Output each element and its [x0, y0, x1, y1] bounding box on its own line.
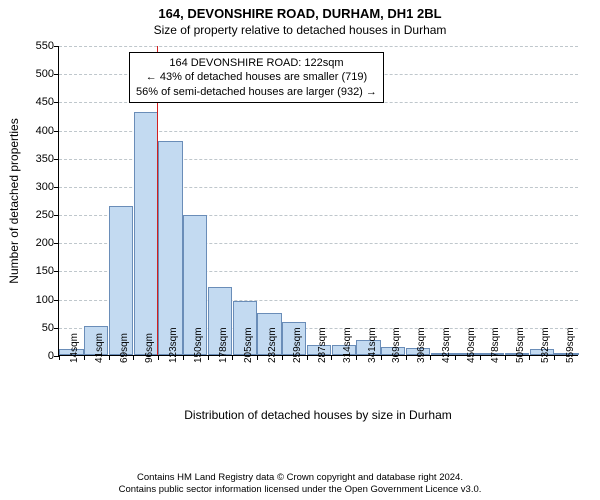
x-tick-label: 423sqm: [441, 327, 452, 363]
x-tick-mark: [232, 355, 233, 360]
x-tick-label: 205sqm: [243, 327, 254, 363]
histogram-bar: [158, 141, 182, 355]
y-tick-mark: [54, 46, 59, 47]
footer-line1: Contains HM Land Registry data © Crown c…: [0, 472, 600, 484]
x-tick-label: 369sqm: [391, 327, 402, 363]
annotation-line2: ← 43% of detached houses are smaller (71…: [136, 70, 377, 84]
gridline-h: [59, 46, 578, 47]
x-tick-mark: [356, 355, 357, 360]
x-tick-mark: [208, 355, 209, 360]
x-tick-mark: [406, 355, 407, 360]
x-tick-label: 96sqm: [144, 333, 155, 363]
y-tick-label: 400: [36, 125, 54, 137]
x-tick-label: 259sqm: [292, 327, 303, 363]
y-tick-label: 250: [36, 209, 54, 221]
y-tick-label: 550: [36, 40, 54, 52]
x-tick-label: 287sqm: [317, 327, 328, 363]
x-tick-mark: [505, 355, 506, 360]
y-tick-mark: [54, 187, 59, 188]
x-tick-mark: [282, 355, 283, 360]
page-title-sub: Size of property relative to detached ho…: [0, 21, 600, 37]
x-tick-label: 314sqm: [342, 327, 353, 363]
annotation-box: 164 DEVONSHIRE ROAD: 122sqm ← 43% of det…: [129, 52, 384, 103]
x-tick-mark: [554, 355, 555, 360]
y-tick-label: 200: [36, 237, 54, 249]
y-tick-label: 300: [36, 181, 54, 193]
x-tick-mark: [183, 355, 184, 360]
y-tick-mark: [54, 271, 59, 272]
page-title-main: 164, DEVONSHIRE ROAD, DURHAM, DH1 2BL: [0, 0, 600, 21]
y-tick-mark: [54, 102, 59, 103]
plot-area: 05010015020025030035040045050055014sqm41…: [58, 46, 578, 356]
x-tick-mark: [480, 355, 481, 360]
x-tick-mark: [158, 355, 159, 360]
y-tick-label: 50: [42, 322, 54, 334]
x-tick-mark: [455, 355, 456, 360]
y-tick-label: 100: [36, 294, 54, 306]
chart-container: Number of detached properties 0501001502…: [0, 38, 600, 438]
x-tick-label: 69sqm: [119, 333, 130, 363]
x-tick-label: 341sqm: [367, 327, 378, 363]
y-axis-title: Number of detached properties: [7, 118, 21, 283]
x-tick-mark: [257, 355, 258, 360]
y-tick-label: 350: [36, 153, 54, 165]
x-tick-mark: [430, 355, 431, 360]
x-tick-mark: [529, 355, 530, 360]
y-tick-label: 450: [36, 96, 54, 108]
x-tick-label: 41sqm: [94, 333, 105, 363]
x-tick-label: 123sqm: [168, 327, 179, 363]
y-tick-label: 0: [48, 350, 54, 362]
x-tick-mark: [381, 355, 382, 360]
y-tick-mark: [54, 300, 59, 301]
y-tick-mark: [54, 215, 59, 216]
y-tick-mark: [54, 74, 59, 75]
y-tick-mark: [54, 243, 59, 244]
x-tick-label: 14sqm: [69, 333, 80, 363]
x-tick-mark: [59, 355, 60, 360]
y-tick-label: 500: [36, 68, 54, 80]
annotation-line3: 56% of semi-detached houses are larger (…: [136, 85, 377, 99]
x-tick-label: 396sqm: [416, 327, 427, 363]
x-axis-title: Distribution of detached houses by size …: [184, 408, 451, 422]
x-tick-label: 532sqm: [540, 327, 551, 363]
annotation-line1: 164 DEVONSHIRE ROAD: 122sqm: [136, 56, 377, 70]
x-tick-label: 478sqm: [490, 327, 501, 363]
x-tick-mark: [307, 355, 308, 360]
footer-line2: Contains public sector information licen…: [0, 484, 600, 496]
histogram-bar: [134, 112, 158, 355]
x-tick-label: 450sqm: [466, 327, 477, 363]
x-tick-mark: [133, 355, 134, 360]
footer-attribution: Contains HM Land Registry data © Crown c…: [0, 472, 600, 496]
x-tick-mark: [109, 355, 110, 360]
x-tick-label: 178sqm: [218, 327, 229, 363]
y-tick-mark: [54, 159, 59, 160]
x-tick-label: 505sqm: [515, 327, 526, 363]
x-tick-label: 232sqm: [267, 327, 278, 363]
x-tick-label: 150sqm: [193, 327, 204, 363]
x-tick-mark: [84, 355, 85, 360]
y-tick-mark: [54, 328, 59, 329]
x-tick-mark: [331, 355, 332, 360]
y-tick-mark: [54, 131, 59, 132]
x-tick-label: 559sqm: [565, 327, 576, 363]
y-tick-label: 150: [36, 265, 54, 277]
